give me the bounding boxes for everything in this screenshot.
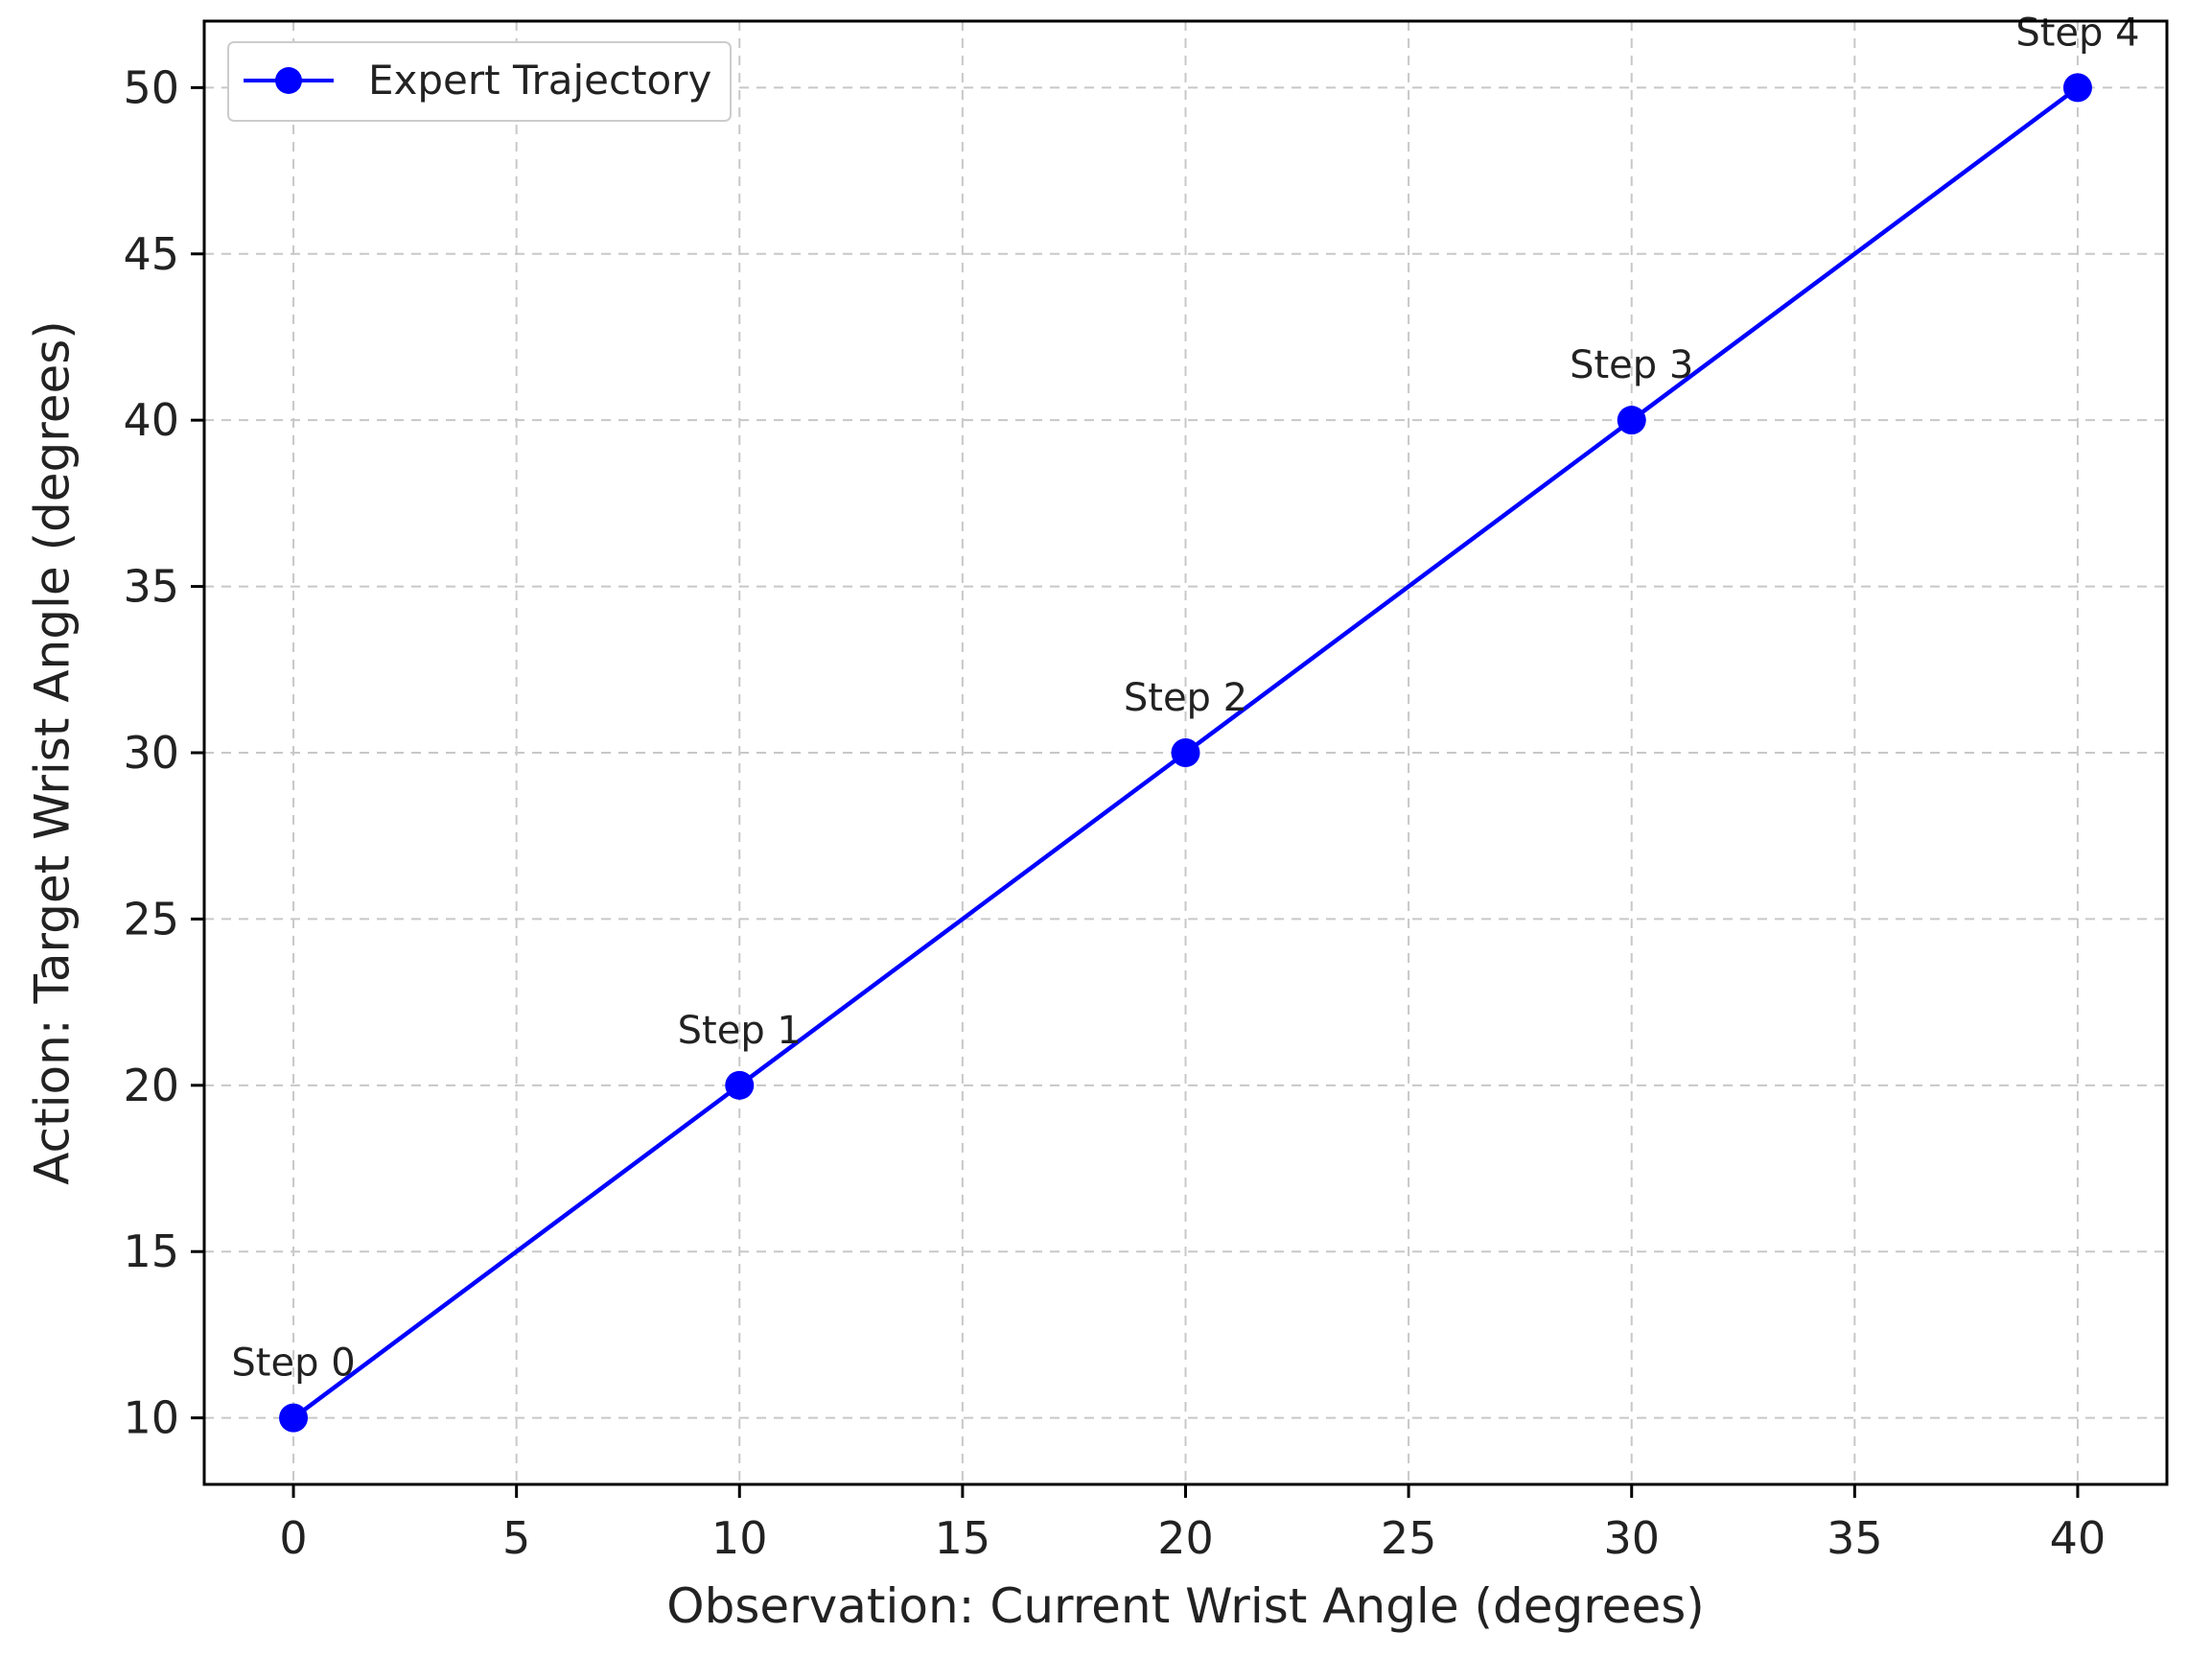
legend-entry-expert-trajectory: Expert Trajectory bbox=[368, 57, 711, 104]
x-tick-label: 5 bbox=[502, 1512, 530, 1564]
series-layer: Step 0 Step 1 Step 2 Step 3 Step 4 bbox=[231, 11, 2140, 1433]
y-tick-label: 35 bbox=[123, 561, 179, 613]
y-tick-label: 25 bbox=[123, 893, 179, 945]
data-point bbox=[279, 1403, 309, 1433]
data-point bbox=[2062, 73, 2092, 103]
y-tick-label: 10 bbox=[123, 1392, 179, 1444]
data-point bbox=[1171, 738, 1200, 767]
ticks: 0 5 10 15 20 25 30 35 40 10 15 20 25 30 35 40 45 50 bbox=[123, 61, 2106, 1564]
x-tick-label: 20 bbox=[1157, 1512, 1214, 1564]
x-tick-label: 10 bbox=[711, 1512, 768, 1564]
point-label: Step 4 bbox=[2015, 11, 2139, 55]
legend-box bbox=[227, 41, 732, 122]
data-point bbox=[1617, 406, 1646, 435]
point-label: Step 2 bbox=[1124, 676, 1247, 720]
y-tick-label: 30 bbox=[123, 727, 179, 779]
data-point bbox=[725, 1070, 755, 1100]
legend-marker-swatch bbox=[275, 67, 302, 94]
point-label: Step 1 bbox=[678, 1009, 802, 1053]
point-label: Step 3 bbox=[1570, 343, 1693, 387]
y-axis-label: Action: Target Wrist Angle (degrees) bbox=[25, 320, 81, 1185]
x-tick-label: 0 bbox=[279, 1512, 307, 1564]
x-tick-label: 40 bbox=[2050, 1512, 2107, 1564]
y-tick-label: 15 bbox=[123, 1225, 179, 1277]
point-label: Step 0 bbox=[231, 1342, 355, 1386]
x-tick-label: 25 bbox=[1381, 1512, 1437, 1564]
legend: Expert Trajectory bbox=[227, 41, 732, 122]
y-tick-label: 20 bbox=[123, 1060, 179, 1111]
x-tick-label: 35 bbox=[1827, 1512, 1883, 1564]
y-tick-label: 45 bbox=[123, 228, 179, 280]
y-tick-label: 40 bbox=[123, 394, 179, 446]
x-axis-label: Observation: Current Wrist Angle (degree… bbox=[666, 1578, 1705, 1634]
x-tick-label: 15 bbox=[935, 1512, 991, 1564]
x-tick-label: 30 bbox=[1603, 1512, 1660, 1564]
y-tick-label: 50 bbox=[123, 61, 179, 113]
